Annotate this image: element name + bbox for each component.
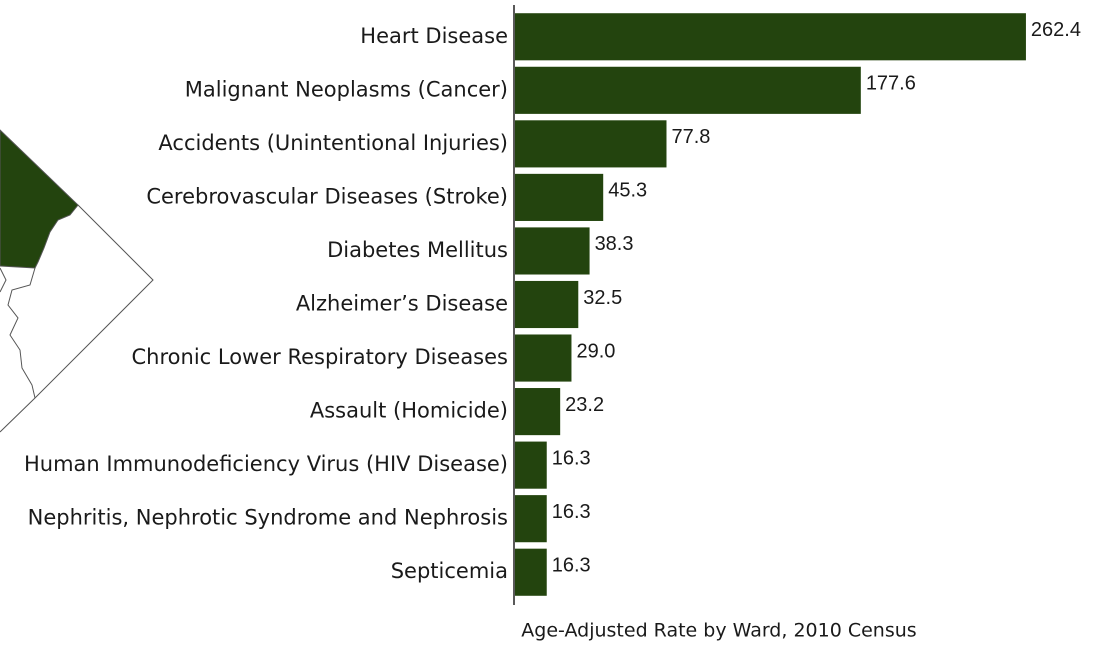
category-label: Chronic Lower Respiratory Diseases xyxy=(132,345,508,369)
value-label: 45.3 xyxy=(608,180,647,202)
ward-map xyxy=(0,129,154,433)
category-label: Human Immunodeficiency Virus (HIV Diseas… xyxy=(24,452,508,476)
value-label: 262.4 xyxy=(1031,19,1081,41)
value-label: 177.6 xyxy=(866,73,916,95)
bar xyxy=(515,388,561,436)
bar xyxy=(515,173,604,221)
bar xyxy=(515,334,572,382)
value-label: 32.5 xyxy=(583,287,622,309)
category-label: Heart Disease xyxy=(360,24,508,48)
bar xyxy=(515,120,667,168)
category-label: Accidents (Unintentional Injuries) xyxy=(158,131,508,155)
category-label: Septicemia xyxy=(391,559,508,583)
value-label: 29.0 xyxy=(576,340,615,362)
bar xyxy=(515,280,579,329)
bar xyxy=(515,548,547,596)
bar xyxy=(515,66,861,114)
value-label: 16.3 xyxy=(552,555,591,577)
category-label: Malignant Neoplasms (Cancer) xyxy=(185,77,508,101)
category-label: Cerebrovascular Diseases (Stroke) xyxy=(146,184,508,208)
value-label: 16.3 xyxy=(552,501,591,523)
bar xyxy=(515,441,547,489)
value-label: 38.3 xyxy=(595,233,634,255)
category-label: Alzheimer’s Disease xyxy=(296,292,508,316)
category-label: Diabetes Mellitus xyxy=(327,238,508,262)
x-axis-label: Age-Adjusted Rate by Ward, 2010 Census xyxy=(521,620,916,642)
value-label: 23.2 xyxy=(565,394,604,416)
category-label: Assault (Homicide) xyxy=(310,399,508,423)
bar xyxy=(515,227,590,275)
value-label: 16.3 xyxy=(552,447,591,469)
bar xyxy=(515,495,547,543)
category-label: Nephritis, Nephrotic Syndrome and Nephro… xyxy=(28,506,508,530)
bar xyxy=(515,13,1026,61)
value-label: 77.8 xyxy=(671,126,710,148)
